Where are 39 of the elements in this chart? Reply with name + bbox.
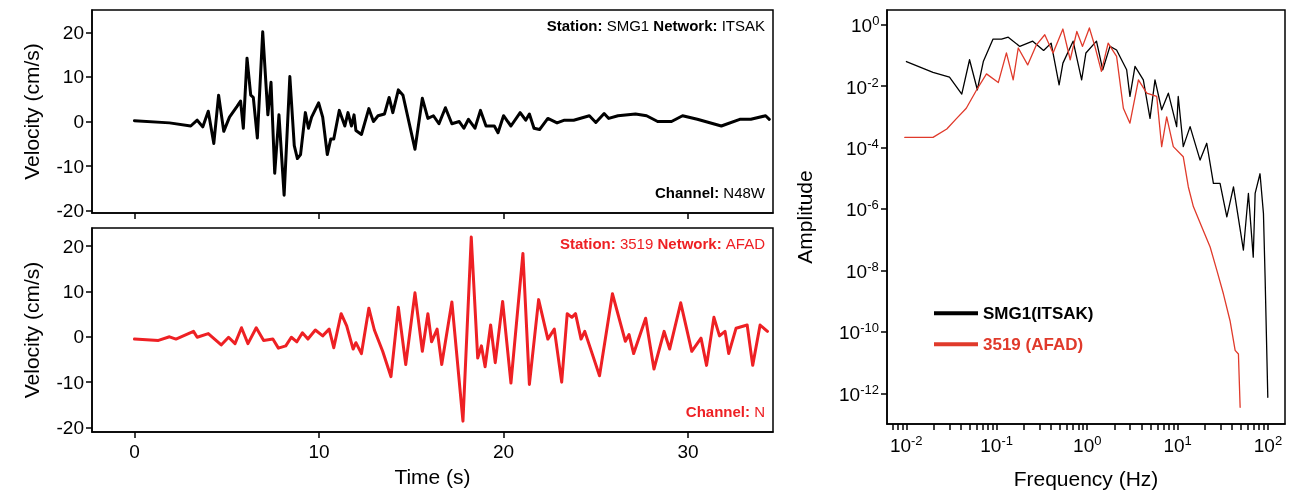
x-axis-title: Frequency (Hz): [1013, 467, 1159, 490]
y-tick-label: 10$^{-10}$: [839, 320, 879, 344]
line-series: [132, 235, 769, 423]
y-tick-label: 10: [62, 66, 84, 88]
y-axis-title: Velocity (cm/s): [20, 43, 43, 180]
x-tick-label: 10$^{-2}$: [889, 433, 923, 456]
x-tick-label: 20: [492, 441, 515, 462]
y-tick-label: -20: [56, 416, 84, 438]
x-axis-title: Time (s): [394, 465, 471, 488]
y-tick-label: 10$^{-8}$: [846, 258, 879, 282]
x-tick-label: 10$^{1}$: [1163, 433, 1192, 456]
annotation: Channel: N48W: [654, 184, 766, 201]
y-tick-label: 10$^{-4}$: [846, 136, 879, 160]
y-tick-label: -10: [56, 155, 84, 177]
y-tick-label: 0: [73, 326, 84, 348]
y-tick-label: 10$^{-12}$: [839, 381, 879, 405]
y-tick-label: 20: [62, 21, 84, 43]
legend-label: 3519 (AFAD): [983, 334, 1084, 354]
x-tick-label: 0: [129, 441, 140, 462]
annotation: Channel: N: [685, 403, 766, 420]
y-tick-label: 10: [62, 280, 84, 302]
y-tick-label: 0: [73, 111, 84, 133]
y-tick-label: 10$^{-2}$: [846, 74, 879, 98]
y-tick-label: -20: [56, 200, 84, 222]
y-axis-title: Velocity (cm/s): [20, 261, 43, 399]
annotation: Station: 3519 Network: AFAD: [559, 235, 766, 252]
x-tick-label: 30: [677, 441, 699, 462]
y-axis-title: Amplitude: [793, 170, 816, 264]
y-tick-label: -10: [56, 371, 84, 393]
annotation: Station: SMG1 Network: ITSAK: [546, 17, 766, 34]
x-tick-label: 10: [308, 441, 330, 462]
y-tick-label: 10$^{-6}$: [846, 197, 879, 221]
y-tick-label: 20: [62, 235, 84, 257]
legend-label: SMG1(ITSAK): [983, 303, 1094, 323]
line-series: [132, 30, 771, 197]
x-tick-label: 10$^{2}$: [1253, 433, 1283, 456]
x-tick-label: 10$^{-1}$: [980, 433, 1013, 456]
y-tick-label: 10$^{0}$: [851, 13, 880, 37]
x-tick-label: 10$^{0}$: [1073, 433, 1102, 456]
